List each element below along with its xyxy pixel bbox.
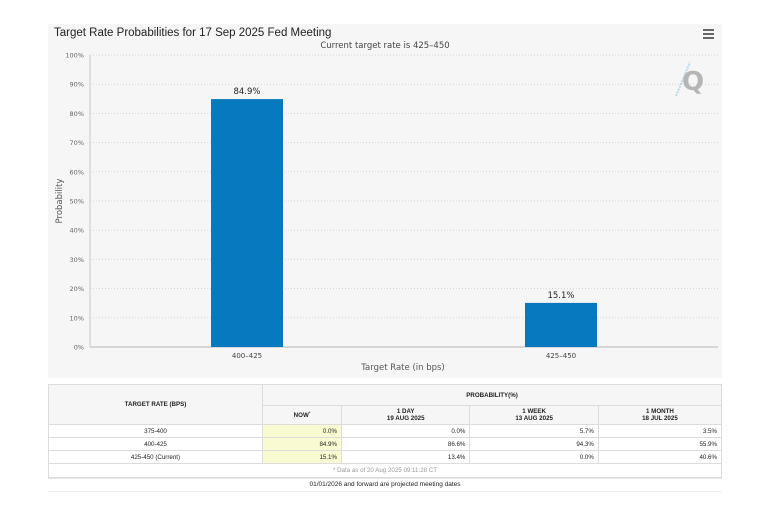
now-cell: 15.1%: [262, 450, 342, 464]
table-row: 375-400 0.0% 0.0% 5.7% 3.5%: [48, 424, 723, 438]
chart-panel: 0% 10% 20% 30% 40% 50% 60% 70% 80% 90% 100% 400–425…: [48, 24, 722, 378]
svg-text:Q: Q: [682, 67, 704, 97]
now-cell: 84.9%: [262, 437, 342, 451]
y-tick-label: 10%: [70, 314, 84, 322]
month-cell: 40.6%: [597, 450, 723, 464]
chart-subtitle: Current target rate is 425–450: [320, 41, 450, 51]
header-now: NOW*: [262, 405, 342, 425]
rate-cell: 375-400: [48, 424, 263, 438]
probability-table: TARGET RATE (BPS) PROBABILITY(%) NOW* 1 …: [48, 384, 723, 478]
quikstrike-logo-icon: Q: [675, 61, 704, 97]
table-row: 400-425 84.9% 86.6% 94.3% 55.9%: [48, 437, 723, 451]
bar-data-label: 84.9%: [233, 87, 260, 97]
week-cell: 94.3%: [469, 437, 599, 451]
day-cell: 86.6%: [340, 437, 471, 451]
x-tick-label: 425–450: [546, 352, 576, 360]
bar: [525, 302, 597, 347]
divider: [48, 491, 722, 492]
day-cell: 0.0%: [340, 424, 471, 438]
data-timestamp-note: * Data as of 20 Aug 2025 09:11:28 CT: [48, 463, 722, 478]
y-tick-label: 60%: [70, 168, 84, 176]
y-tick-label: 90%: [70, 81, 84, 89]
header-probability: PROBABILITY(%): [262, 384, 722, 406]
bar: [211, 99, 283, 347]
y-tick-label: 20%: [70, 285, 84, 293]
rate-cell: 425-450 (Current): [48, 450, 263, 464]
week-cell: 5.7%: [469, 424, 599, 438]
y-tick-label: 40%: [70, 227, 84, 235]
projected-dates-note: 01/01/2026 and forward are projected mee…: [48, 478, 722, 488]
x-tick-label: 400–425: [232, 352, 262, 360]
month-cell: 55.9%: [597, 437, 723, 451]
y-axis-title: Probability: [55, 179, 65, 224]
y-tick-label: 30%: [70, 256, 84, 264]
hamburger-menu-icon[interactable]: [703, 29, 714, 39]
y-tick-label: 50%: [70, 198, 84, 206]
y-tick-label: 100%: [65, 52, 84, 60]
now-cell: 0.0%: [262, 424, 342, 438]
y-tick-label: 0%: [74, 344, 84, 352]
table-row: 425-450 (Current) 15.1% 13.4% 0.0% 40.6%: [48, 450, 723, 464]
day-cell: 13.4%: [340, 450, 471, 464]
y-tick-label: 80%: [70, 110, 84, 118]
month-cell: 3.5%: [597, 424, 723, 438]
header-1-week: 1 WEEK 13 AUG 2025: [469, 405, 599, 425]
header-target-rate: TARGET RATE (BPS): [48, 384, 263, 425]
rate-cell: 400-425: [48, 437, 263, 451]
y-tick-label: 70%: [70, 139, 84, 147]
chart-title: Target Rate Probabilities for 17 Sep 202…: [54, 27, 332, 39]
header-1-day: 1 DAY 19 AUG 2025: [340, 405, 471, 425]
bar-chart: 0% 10% 20% 30% 40% 50% 60% 70% 80% 90% 100% 400–425…: [55, 52, 718, 373]
x-axis-title: Target Rate (in bps): [360, 363, 445, 373]
bar-data-label: 15.1%: [547, 291, 574, 301]
week-cell: 0.0%: [469, 450, 599, 464]
header-1-month: 1 MONTH 18 JUL 2025: [597, 405, 723, 425]
